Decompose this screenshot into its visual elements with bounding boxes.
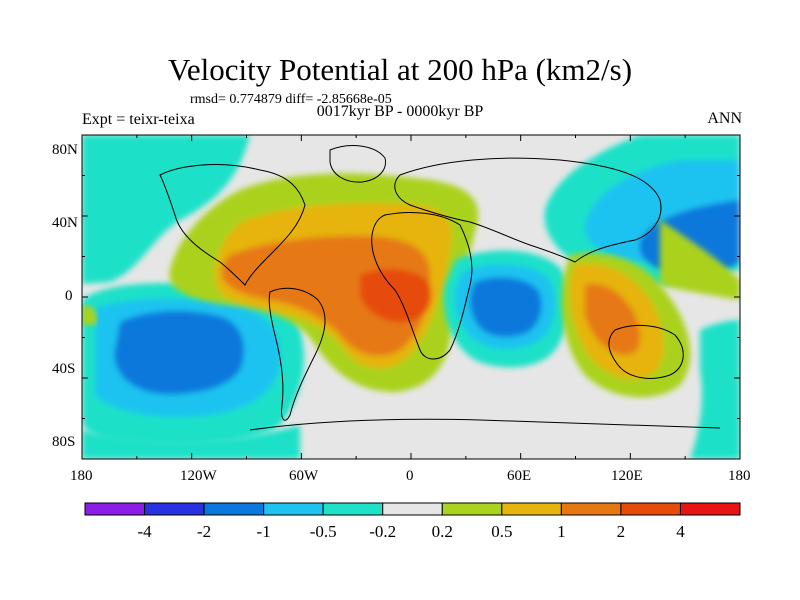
colorbar-swatch — [560, 502, 622, 516]
colorbar-label: 0.5 — [491, 522, 512, 541]
australia-coast — [608, 325, 684, 379]
lon-label-120w: 120W — [180, 468, 217, 484]
atlantic-positive-region — [169, 173, 479, 392]
period-label: 0017kyr BP - 0000kyr BP — [316, 103, 484, 120]
lon-label-120e: 120E — [611, 468, 643, 484]
left-edge-patch — [82, 305, 97, 325]
colorbar-label: 4 — [676, 522, 685, 541]
experiment-label: Expt = teixr-teixa — [82, 111, 195, 128]
colorbar-swatch — [501, 502, 562, 516]
lon-label-0: 0 — [406, 468, 414, 484]
axis-ticks — [81, 134, 741, 460]
stats-line: rmsd= 0.774879 diff= -2.85668e-05 — [190, 92, 392, 107]
coastlines — [159, 145, 721, 431]
colorbar-swatch — [144, 502, 205, 516]
colorbar-swatch — [679, 502, 741, 516]
lon-label-180w: 180 — [70, 468, 93, 484]
colorbar-label: 1 — [557, 522, 566, 541]
season-label: ANN — [707, 110, 742, 127]
colorbar-swatch — [441, 502, 503, 516]
colorbar-swatch — [322, 502, 384, 516]
colorbar-label: -1 — [257, 522, 271, 541]
maritime-continent-positive-region — [561, 252, 691, 398]
lon-label-60e: 60E — [507, 468, 532, 484]
north-pacific-negative-region — [82, 135, 250, 284]
colorbar-swatch — [382, 502, 443, 516]
indian-ocean-negative-region — [443, 250, 570, 368]
north-america-coast — [159, 164, 306, 286]
greenland-coast — [329, 145, 387, 183]
antarctica-coast — [249, 418, 721, 431]
colorbar-label: -0.2 — [369, 522, 396, 541]
south-atlantic-cyan-strip — [82, 425, 300, 459]
east-pacific-negative-region — [82, 283, 304, 446]
colorbar-swatch — [84, 502, 146, 516]
colorbar-swatch — [263, 502, 324, 516]
lon-label-60w: 60W — [289, 468, 319, 484]
eurasia-coast — [394, 157, 662, 263]
colorbar-label: -2 — [197, 522, 211, 541]
colorbar-label: 0.2 — [432, 522, 453, 541]
plot-title: Velocity Potential at 200 hPa (km2/s) — [167, 52, 633, 87]
south-america-coast — [268, 287, 326, 421]
lat-label-80n: 80N — [52, 142, 78, 158]
colorbar-label: 2 — [617, 522, 626, 541]
lat-label-0: 0 — [65, 288, 73, 304]
southern-ocean-cyan-region — [660, 220, 740, 459]
lat-label-80s: 80S — [52, 434, 76, 450]
colorbar-swatch — [203, 502, 265, 516]
lon-label-180e: 180 — [728, 468, 751, 484]
africa-coast — [371, 211, 473, 360]
colorbar-label: -4 — [137, 522, 152, 541]
colorbar-swatch — [620, 502, 681, 516]
map-field — [82, 135, 740, 459]
lat-label-40s: 40S — [52, 361, 76, 377]
lat-label-40n: 40N — [52, 215, 78, 231]
colorbar-label: -0.5 — [310, 522, 337, 541]
